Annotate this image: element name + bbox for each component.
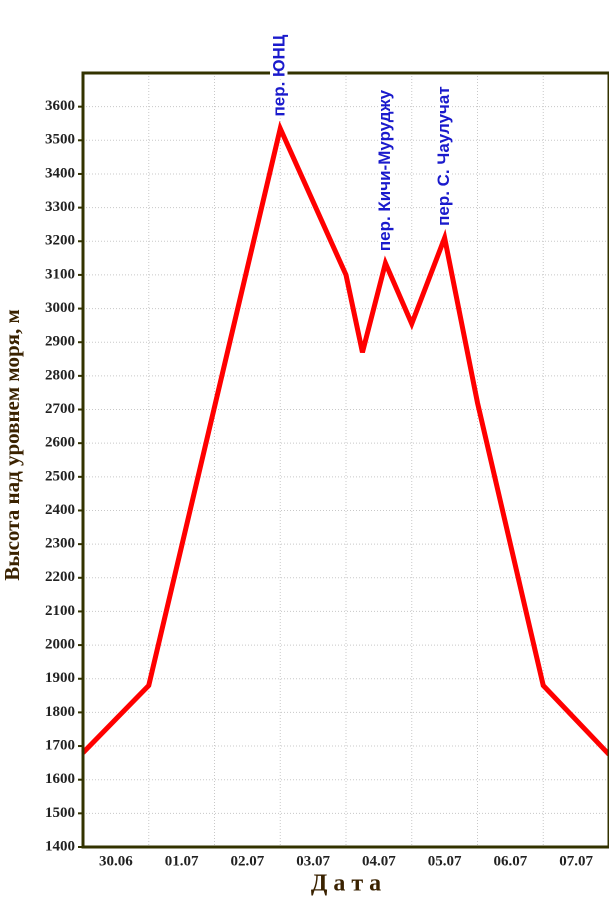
y-tick-label: 2500 [45, 468, 75, 484]
y-tick-label: 2100 [45, 603, 75, 619]
x-tick-label: 05.07 [428, 853, 462, 869]
y-tick-label: 1800 [45, 704, 75, 720]
x-tick-label: 03.07 [296, 853, 330, 869]
x-axis-label: Д а т а [311, 871, 381, 897]
y-tick-label: 2300 [45, 536, 75, 552]
annotation: пер. С. Чаулучат [434, 86, 453, 226]
y-tick-label: 2700 [45, 401, 75, 417]
x-tick-label: 30.06 [99, 853, 133, 869]
y-tick-label: 3100 [45, 266, 75, 282]
y-tick-label: 2600 [45, 435, 75, 451]
annotation: пер. ЮНЦ [270, 34, 289, 116]
y-tick-label: 2200 [45, 569, 75, 585]
y-tick-label: 1500 [45, 805, 75, 821]
y-tick-label: 3400 [45, 165, 75, 181]
y-tick-label: 2400 [45, 502, 75, 518]
y-tick-label: 3200 [45, 233, 75, 249]
y-tick-label: 1700 [45, 737, 75, 753]
y-tick-label: 3500 [45, 132, 75, 148]
plot-frame [81, 71, 609, 849]
y-tick-label: 2900 [45, 334, 75, 350]
y-tick-label: 1900 [45, 670, 75, 686]
y-tick-label: 1600 [45, 771, 75, 787]
line [81, 120, 609, 757]
y-tick-label: 2800 [45, 367, 75, 383]
x-tick-label: 04.07 [362, 853, 396, 869]
x-tick-label: 07.07 [559, 853, 593, 869]
y-axis-label: Высота над уровнем моря, м [0, 309, 24, 581]
y-tick-label: 3600 [45, 98, 75, 114]
x-tick-label: 06.07 [494, 853, 528, 869]
y-tick-label: 3300 [45, 199, 75, 215]
x-tick-label: 02.07 [231, 853, 265, 869]
y-tick-label: 3000 [45, 300, 75, 316]
annotation: пер. Кичи-Муруджу [375, 89, 394, 251]
x-tick-label: 01.07 [165, 853, 199, 869]
y-tick-label: 1400 [45, 838, 75, 854]
y-tick-label: 2000 [45, 637, 75, 653]
